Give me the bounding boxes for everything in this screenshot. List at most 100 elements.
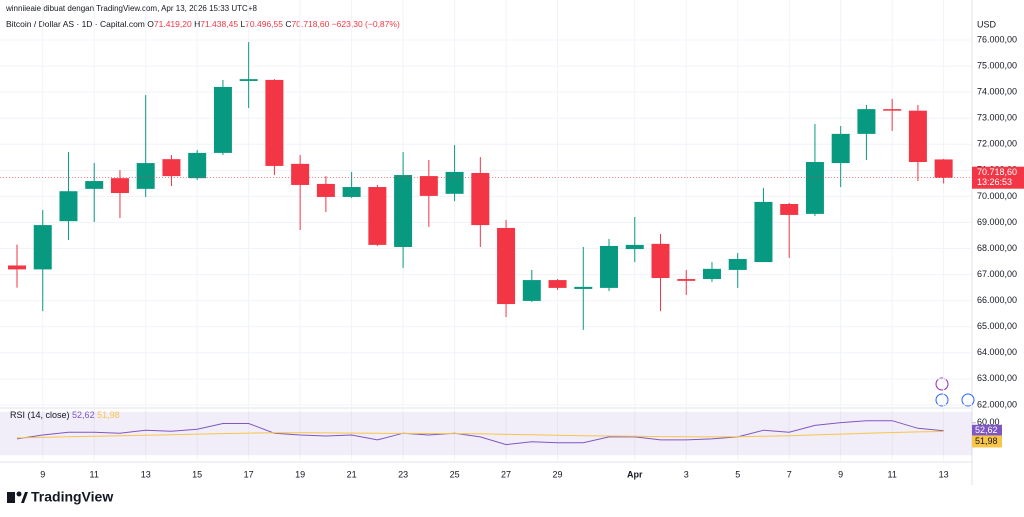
x-tick-label: 25 [450, 469, 460, 479]
value-box-label: 52,62 [975, 425, 998, 435]
ohlc-label: C [285, 19, 291, 29]
candle-body [702, 268, 721, 280]
candle-body [265, 79, 284, 166]
y-tick-label: 73.000,00 [977, 113, 1017, 123]
value-box [972, 424, 1002, 437]
countdown: 13:26:53 [977, 177, 1012, 187]
candle-body [33, 225, 52, 270]
x-tick-label: 19 [295, 469, 305, 479]
candle-body [85, 181, 104, 189]
x-tick-label: 7 [787, 469, 792, 479]
y-tick-label: 67.000,00 [977, 269, 1017, 279]
y-tick-label: 62.000,00 [977, 399, 1017, 409]
ohlc-value: 70.718,60 [292, 19, 330, 29]
currency: USD [977, 19, 997, 29]
candle-body [574, 286, 593, 289]
icon [961, 393, 975, 407]
change: −623,30 (−0,87%) [332, 19, 400, 29]
candle-body [471, 172, 490, 226]
candle-body [368, 187, 387, 245]
candle-body [110, 178, 129, 194]
value-box [972, 435, 1002, 448]
candle-body [677, 279, 696, 281]
candle-body [625, 244, 644, 250]
candle-body [831, 133, 850, 164]
x-tick-label: 23 [398, 469, 408, 479]
candle-body [651, 243, 670, 278]
ohlc-label: O [147, 19, 154, 29]
candle-body [780, 203, 799, 215]
x-tick-label: 9 [838, 469, 843, 479]
candle-body [728, 258, 747, 270]
candle-body [213, 86, 232, 153]
y-tick-label: 68.000,00 [977, 243, 1017, 253]
x-tick-label: 11 [90, 469, 99, 479]
x-tick-label: Apr [627, 469, 643, 479]
ohlc-value: 71.419,20 [154, 19, 192, 29]
ohlc-value: 71.438,45 [200, 19, 238, 29]
candle-body [497, 227, 516, 305]
candle-body [316, 183, 335, 197]
x-tick-label: 5 [735, 469, 740, 479]
logo-mark [7, 492, 15, 503]
rsi-title: RSI (14, close) [10, 410, 70, 420]
candle-body [522, 280, 541, 301]
x-tick-label: 15 [192, 469, 202, 479]
candle-body [600, 245, 619, 288]
candle-body [805, 162, 824, 214]
y-tick-label: 70.000,00 [977, 191, 1017, 201]
brand: TradingView [31, 489, 113, 505]
event-icons [935, 377, 975, 407]
logo-mark [16, 491, 22, 497]
y-tick-label: 60,00 [977, 417, 1000, 427]
candle-body [934, 159, 953, 178]
last-price-box [972, 166, 1024, 189]
y-tick-label: 63.000,00 [977, 373, 1017, 383]
rsi-legend: RSI (14, close) 52,62 51,98 [10, 410, 120, 420]
rsi-line [16, 431, 944, 439]
candle-body [59, 191, 78, 222]
y-tick-label: 74.000,00 [977, 87, 1017, 97]
candle-body [136, 163, 155, 189]
logo: TradingView [7, 489, 113, 505]
ohlc-value: 70.496,55 [245, 19, 283, 29]
candle-body [419, 176, 438, 196]
candle-body [239, 79, 258, 81]
legend-value: 51,98 [97, 410, 120, 420]
candle-body [394, 175, 413, 247]
y-tick-label: 76.000,00 [977, 34, 1017, 44]
x-tick-label: 21 [347, 469, 357, 479]
logo-mark [21, 492, 28, 503]
candle-body [445, 171, 464, 194]
y-tick-label: 72.000,00 [977, 139, 1017, 149]
candle-body [8, 265, 26, 270]
rsi-line [16, 420, 944, 446]
y-tick-label: 64.000,00 [977, 347, 1017, 357]
x-tick-label: 17 [244, 469, 254, 479]
candle-body [342, 187, 361, 197]
y-tick-label: 65.000,00 [977, 321, 1017, 331]
symbol: Bitcoin / Dollar AS · 1D · Capital.com [6, 19, 145, 29]
y-tick-label: 66.000,00 [977, 295, 1017, 305]
candle-body [754, 201, 773, 263]
candle-body [857, 109, 876, 134]
candle-body [883, 109, 902, 111]
attribution: winniieaie dibuat dengan TradingView.com… [5, 4, 257, 13]
x-tick-label: 29 [553, 469, 563, 479]
x-tick-label: 9 [40, 469, 45, 479]
candle-body [908, 110, 927, 163]
x-tick-label: 13 [939, 469, 949, 479]
icon [935, 377, 949, 391]
candle-body [188, 152, 207, 179]
candle-body [162, 159, 181, 177]
x-tick-label: 27 [501, 469, 511, 479]
ohlc-label: L [240, 19, 245, 29]
value-box-label: 51,98 [975, 436, 998, 446]
candle-body [291, 163, 310, 185]
x-tick-label: 13 [141, 469, 151, 479]
legend-header: Bitcoin / Dollar AS · 1D · Capital.com O… [6, 19, 400, 29]
y-tick-label: 69.000,00 [977, 217, 1017, 227]
legend-value: 52,62 [72, 410, 95, 420]
